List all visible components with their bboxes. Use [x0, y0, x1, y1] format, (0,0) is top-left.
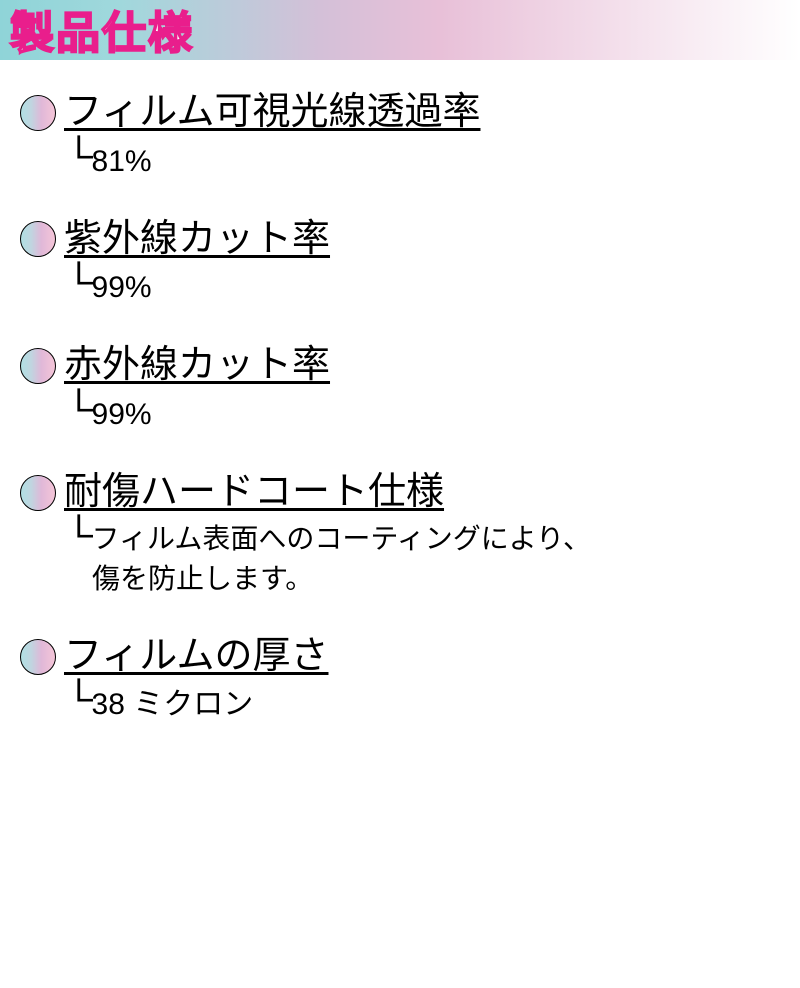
header-bar: 製品仕様 [0, 0, 800, 60]
spec-item: 耐傷ハードコート仕様 └ フィルム表面へのコーティングにより、 傷を防止します。 [20, 470, 780, 598]
spec-value-row: └ 38 ミクロン [66, 681, 780, 724]
corner-mark-icon: └ [65, 138, 93, 174]
spec-item: フィルム可視光線透過率 └ 81% [20, 90, 780, 181]
spec-header: 紫外線カット率 [20, 217, 780, 263]
bullet-icon [20, 95, 56, 131]
spec-value: 99% [92, 264, 152, 307]
spec-value-row: └ フィルム表面へのコーティングにより、 [66, 517, 780, 558]
corner-mark-icon: └ [65, 264, 93, 300]
spec-header: フィルムの厚さ [20, 634, 780, 680]
spec-value: 81% [92, 138, 152, 181]
bullet-icon [20, 348, 56, 384]
spec-desc-line1: フィルム表面へのコーティングにより、 [92, 517, 592, 558]
spec-label: 紫外線カット率 [64, 217, 330, 263]
spec-label: 赤外線カット率 [64, 343, 330, 389]
spec-item: 紫外線カット率 └ 99% [20, 217, 780, 308]
bullet-icon [20, 639, 56, 675]
page-title: 製品仕様 [10, 0, 194, 61]
corner-mark-icon: └ [65, 391, 93, 427]
spec-label: フィルムの厚さ [64, 634, 328, 680]
spec-header: フィルム可視光線透過率 [20, 90, 780, 136]
spec-header: 赤外線カット率 [20, 343, 780, 389]
corner-mark-icon: └ [65, 681, 93, 717]
corner-mark-icon: └ [65, 517, 93, 553]
bullet-icon [20, 475, 56, 511]
spec-label: フィルム可視光線透過率 [64, 90, 480, 136]
spec-value-row: └ 99% [66, 391, 780, 434]
spec-label: 耐傷ハードコート仕様 [64, 470, 444, 516]
spec-item: フィルムの厚さ └ 38 ミクロン [20, 634, 780, 725]
spec-desc-line2: 傷を防止します。 [92, 559, 780, 598]
spec-value-row: └ 99% [66, 264, 780, 307]
spec-value: 99% [92, 391, 152, 434]
spec-item: 赤外線カット率 └ 99% [20, 343, 780, 434]
spec-list: フィルム可視光線透過率 └ 81% 紫外線カット率 └ 99% 赤外線カット率 … [0, 60, 800, 780]
bullet-icon [20, 221, 56, 257]
spec-value: 38 ミクロン [92, 681, 254, 724]
spec-header: 耐傷ハードコート仕様 [20, 470, 780, 516]
spec-value-row: └ 81% [66, 138, 780, 181]
